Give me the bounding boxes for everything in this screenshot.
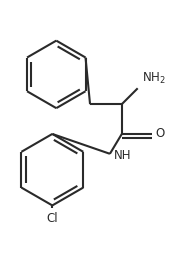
Text: NH: NH [114,149,131,162]
Text: Cl: Cl [46,212,58,225]
Text: O: O [156,128,165,140]
Text: NH$_2$: NH$_2$ [142,71,166,86]
